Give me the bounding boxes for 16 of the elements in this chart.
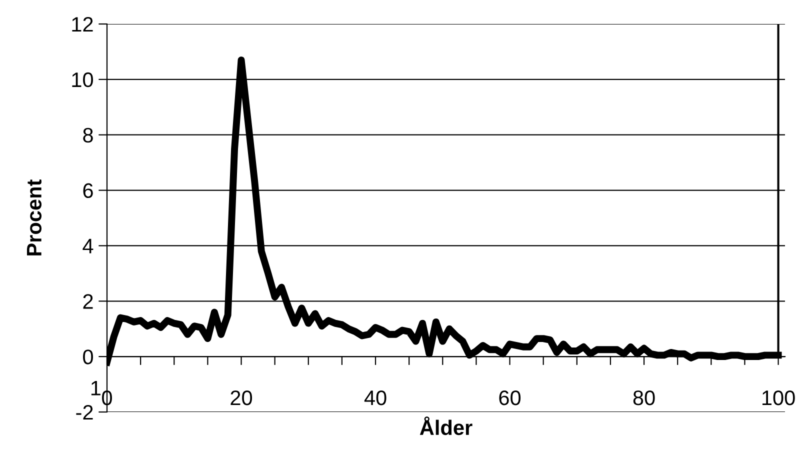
text: 1 (91, 380, 100, 396)
x-tick-label: 60 (499, 390, 521, 406)
x-tick-label: 20 (230, 390, 252, 406)
x-tick-label: 100 (762, 390, 795, 406)
y-tick-label: 6 (83, 183, 93, 198)
x-axis-title: Ålder (420, 416, 472, 436)
x-tick-label: 40 (364, 390, 386, 406)
y-axis-title: Procent (26, 179, 42, 256)
y-tick-label: -2 (76, 405, 93, 420)
y-tick-label: 2 (83, 294, 93, 309)
y-tick-label: 8 (83, 128, 93, 143)
x-tick-label: 80 (633, 390, 655, 406)
y-tick-label: 12 (72, 17, 93, 32)
y-tick-label: 10 (72, 72, 93, 88)
y-tick-label: 4 (82, 238, 94, 254)
y-tick-label: 0 (83, 350, 93, 364)
